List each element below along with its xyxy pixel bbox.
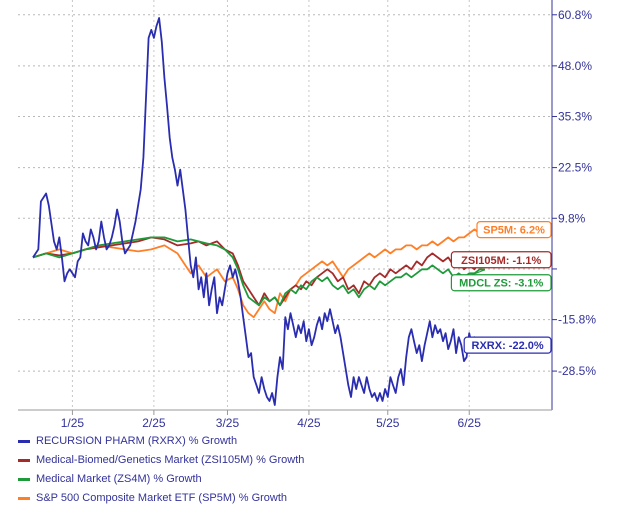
gridlines	[18, 0, 552, 410]
x-axis: 1/25 2/25 3/25 4/25 5/25 6/25	[61, 410, 481, 430]
legend-swatch	[18, 497, 30, 500]
series-line	[32, 236, 486, 307]
legend: RECURSION PHARM (RXRX) % Growth Medical-…	[18, 432, 304, 508]
legend-label: Medical Market (ZS4M) % Growth	[36, 473, 202, 485]
series-line	[32, 228, 486, 319]
end-tag-box	[476, 221, 552, 239]
legend-swatch	[18, 478, 30, 481]
y-tick-label: -28.5%	[558, 364, 596, 378]
series-line	[32, 17, 486, 406]
end-tag-label: MDCL ZS: -3.1%	[459, 278, 543, 290]
end-tag-label: RXRX: -22.0%	[472, 340, 544, 352]
plot-area	[18, 0, 552, 410]
x-tick-label: 4/25	[297, 416, 321, 430]
chart: 60.8% 48.0% 35.3% 22.5% 9.8% -15.8% -28.5% 1/2…	[18, 0, 596, 430]
legend-label: Medical-Biomed/Genetics Market (ZSI105M)…	[36, 454, 305, 466]
end-tags: RXRX: -22.0% ZSI105M: -1.1% MDCL ZS: -3.1%…	[450, 221, 552, 354]
series-line	[32, 236, 486, 307]
legend-item-rxrx: RECURSION PHARM (RXRX) % Growth	[18, 432, 304, 451]
legend-swatch	[18, 459, 30, 462]
x-tick-label: 1/25	[61, 416, 85, 430]
x-tick-label: 2/25	[142, 416, 166, 430]
y-tick-label: 60.8%	[558, 8, 592, 22]
y-tick-label: -15.8%	[558, 313, 596, 327]
x-tick-label: 6/25	[458, 416, 482, 430]
series-lines	[32, 17, 486, 406]
y-tick-label: 35.3%	[558, 110, 592, 124]
y-tick-label: 22.5%	[558, 161, 592, 175]
legend-item-sp5m: S&P 500 Composite Market ETF (SP5M) % Gr…	[18, 489, 304, 508]
legend-label: S&P 500 Composite Market ETF (SP5M) % Gr…	[36, 492, 288, 504]
end-tag-box	[450, 274, 552, 292]
end-tag-label: ZSI105M: -1.1%	[461, 255, 541, 267]
end-tag-label: SP5M: 6.2%	[483, 225, 545, 237]
legend-swatch	[18, 440, 30, 443]
x-tick-label: 3/25	[216, 416, 240, 430]
y-tick-label: 48.0%	[558, 59, 592, 73]
y-tick-label: 9.8%	[558, 211, 586, 225]
y-axis: 60.8% 48.0% 35.3% 22.5% 9.8% -15.8% -28.5%	[552, 8, 596, 378]
x-tick-label: 5/25	[376, 416, 400, 430]
legend-item-zsi105m: Medical-Biomed/Genetics Market (ZSI105M)…	[18, 451, 304, 470]
end-tag-box	[450, 251, 552, 269]
legend-item-zs4m: Medical Market (ZS4M) % Growth	[18, 470, 304, 489]
legend-label: RECURSION PHARM (RXRX) % Growth	[36, 435, 238, 447]
end-tag-box	[463, 336, 552, 354]
